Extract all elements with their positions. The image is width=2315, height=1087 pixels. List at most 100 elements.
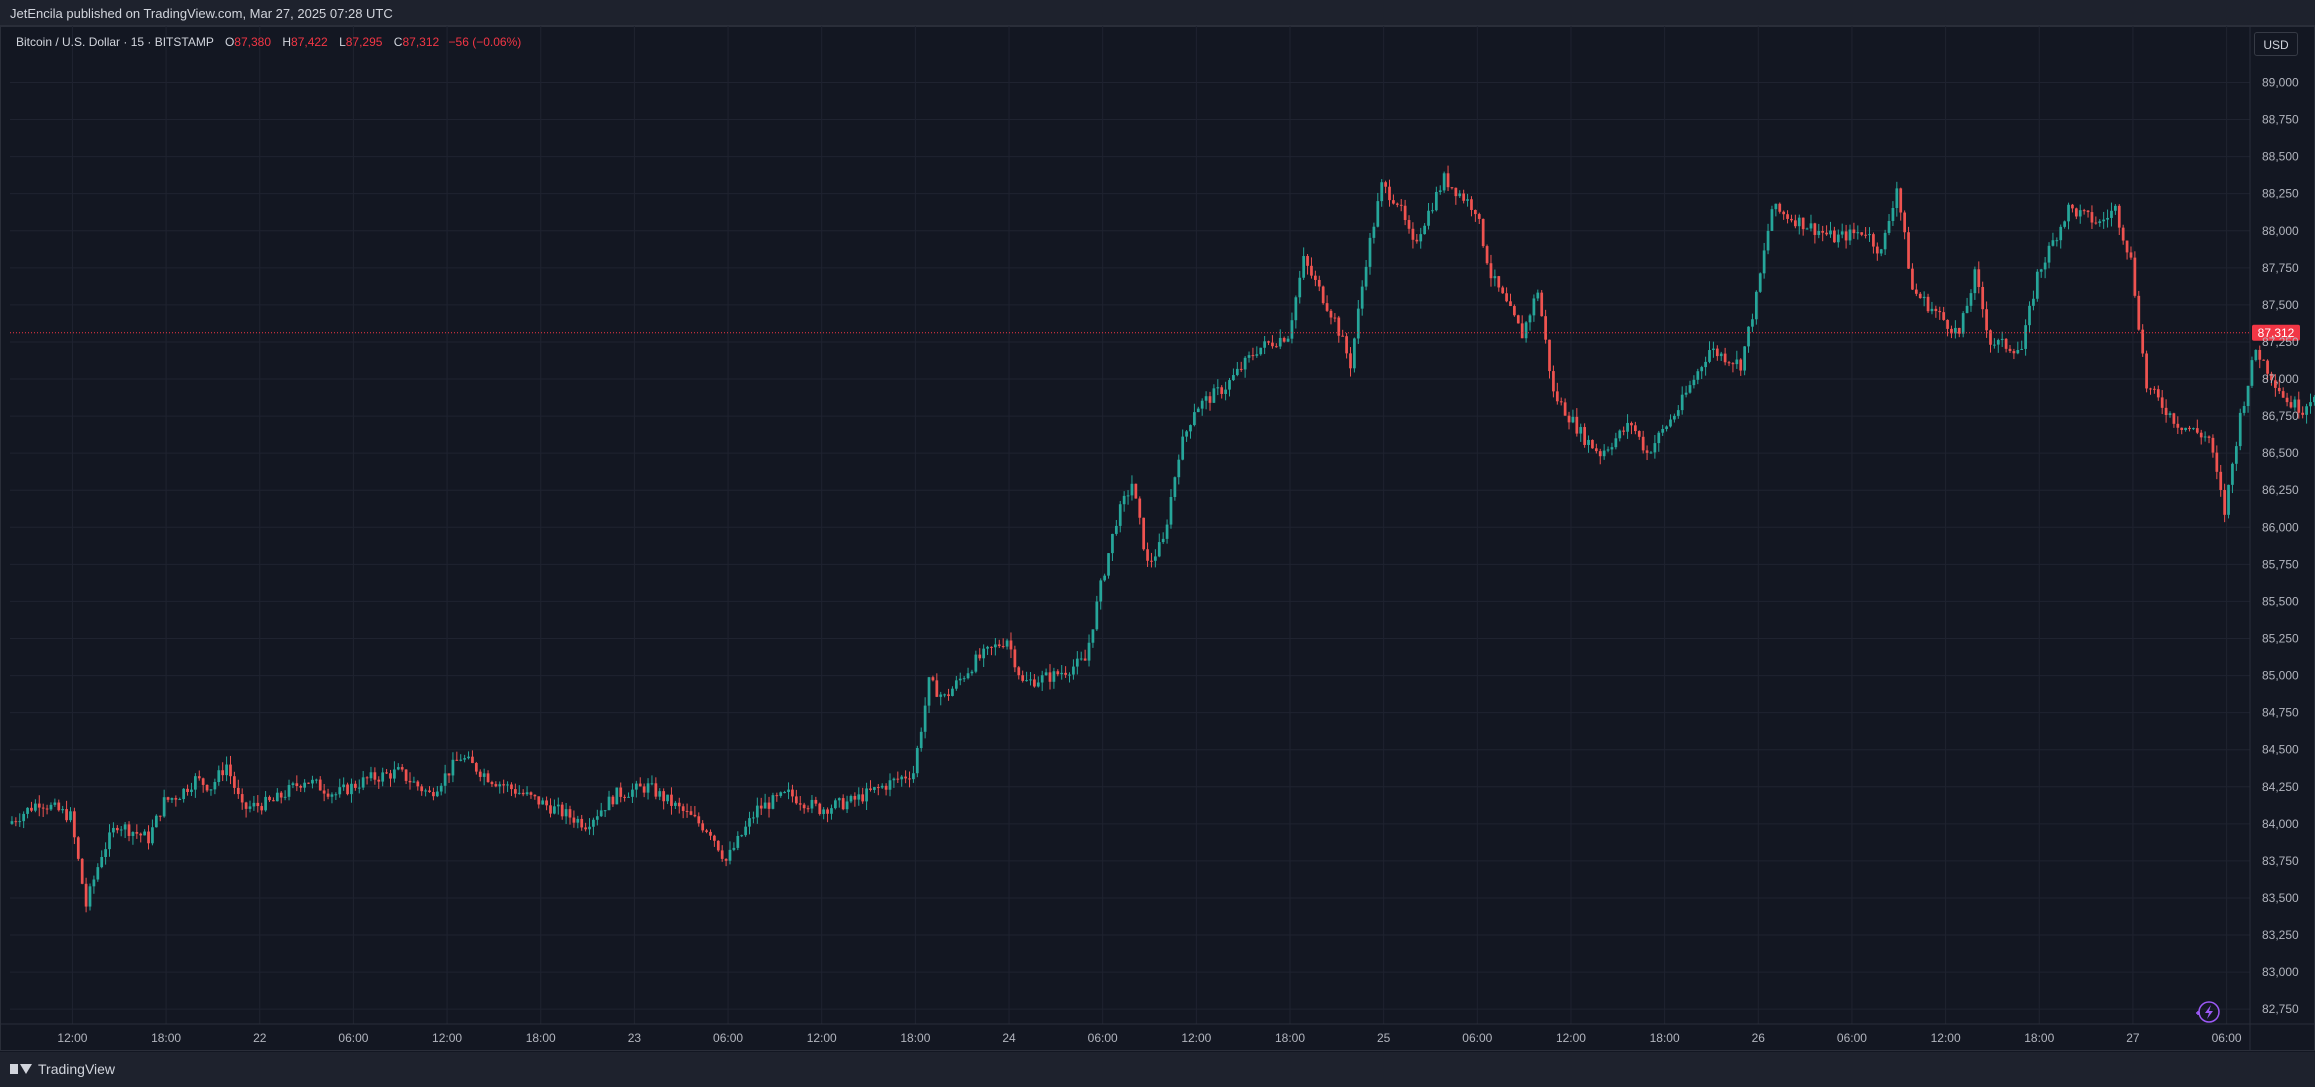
price-tick-label: 85,000 — [2262, 669, 2299, 683]
currency-button[interactable]: USD — [2254, 32, 2298, 56]
candle-body — [65, 809, 68, 821]
candle-body — [1875, 246, 1879, 254]
candle-body — [728, 849, 732, 861]
candle-body — [1856, 232, 1860, 234]
candle-body — [252, 802, 256, 807]
time-tick-label: 12:00 — [1181, 1031, 1211, 1045]
candle-body — [1879, 249, 1883, 254]
candle-body — [861, 794, 865, 802]
candle-body — [1872, 234, 1875, 247]
candle-body — [131, 832, 135, 836]
candle-body — [568, 809, 572, 818]
candle-body — [990, 646, 993, 648]
candle-body — [603, 810, 607, 812]
candle-body — [260, 806, 264, 811]
candle-body — [1142, 517, 1146, 550]
candle-body — [350, 783, 353, 795]
candle-body — [1649, 452, 1653, 454]
candle-body — [521, 792, 525, 795]
candle-body — [1696, 371, 1700, 380]
candle-body — [642, 786, 646, 793]
candle-body — [209, 789, 213, 791]
candle-body — [974, 654, 978, 672]
candle-body — [584, 827, 587, 830]
candle-body — [1056, 671, 1060, 675]
candle-body — [1922, 296, 1926, 299]
high-value: 87,422 — [291, 35, 328, 49]
price-tick-label: 83,000 — [2262, 965, 2299, 979]
candle-body — [1232, 375, 1235, 381]
candle-body — [2133, 257, 2137, 296]
candle-body — [115, 827, 119, 831]
price-tick-label: 86,000 — [2262, 520, 2299, 534]
low-value: 87,295 — [345, 35, 383, 49]
candle-body — [459, 759, 463, 761]
candle-body — [162, 797, 166, 817]
candle-body — [474, 763, 478, 772]
price-tick-label: 86,500 — [2262, 446, 2299, 460]
candles — [10, 165, 2315, 913]
candle-body — [1661, 429, 1665, 433]
candle-body — [1388, 186, 1391, 201]
candle-body — [151, 827, 154, 844]
candle-body — [432, 792, 435, 797]
candle-body — [1840, 231, 1844, 235]
candle-body — [1712, 348, 1715, 351]
time-axis[interactable]: 12:00 18:00 22 06:00 12:00 18:00 23 06:00 12:00 1… — [0, 1023, 2315, 1045]
candle-body — [1801, 217, 1805, 230]
candle-body — [1157, 542, 1161, 557]
candle-body — [92, 879, 96, 887]
candle-body — [346, 784, 349, 795]
candle-body — [970, 671, 974, 674]
candle-body — [1715, 348, 1719, 357]
candle-body — [2305, 406, 2308, 415]
tradingview-brand[interactable]: TradingView — [10, 1061, 115, 1077]
candle-body — [213, 782, 217, 790]
candle-body — [2137, 295, 2141, 330]
candle-body — [1107, 553, 1110, 576]
candle-body — [1403, 205, 1407, 221]
time-tick-label: 25 — [1377, 1031, 1391, 1045]
candle-body — [2254, 349, 2258, 361]
candle-body — [830, 808, 833, 814]
close-label: C — [393, 35, 403, 49]
candle-body — [1380, 182, 1384, 202]
candle-body — [736, 835, 740, 848]
candle-body — [1747, 326, 1750, 347]
candle-body — [455, 759, 459, 761]
candle-body — [1314, 275, 1317, 280]
candle-body — [1583, 427, 1586, 445]
candle-body — [104, 849, 107, 858]
price-tick-label: 87,750 — [2262, 261, 2299, 275]
candle-body — [1411, 228, 1415, 240]
time-tick-label: 24 — [1002, 1031, 1016, 1045]
candle-body — [787, 789, 790, 793]
lightning-icon[interactable] — [2196, 1001, 2220, 1023]
candle-body — [2067, 204, 2070, 222]
time-tick-label: 06:00 — [2212, 1031, 2242, 1045]
candle-body — [318, 779, 322, 791]
candle-body — [1099, 580, 1103, 602]
candle-body — [935, 680, 939, 697]
candle-body — [1310, 265, 1313, 276]
price-tick-label: 84,750 — [2262, 706, 2299, 720]
candle-body — [1200, 400, 1204, 409]
candle-body — [2129, 252, 2133, 258]
candle-body — [1509, 301, 1512, 307]
price-axis[interactable]: 82,750 83,000 83,250 83,500 83,750 84,000 84,2… — [2249, 26, 2299, 1051]
candle-body — [1704, 361, 1707, 368]
candle-body — [595, 816, 599, 820]
candle-body — [393, 769, 396, 779]
candle-body — [2262, 359, 2266, 361]
candle-body — [1993, 344, 1996, 346]
candle-body — [1282, 337, 1286, 342]
candle-body — [361, 777, 365, 788]
candle-body — [49, 804, 53, 810]
candle-body — [1431, 210, 1434, 212]
candle-body — [34, 803, 37, 811]
candle-body — [217, 770, 221, 783]
candle-body — [1064, 672, 1067, 675]
candle-body — [287, 785, 291, 797]
candle-body — [650, 783, 654, 785]
